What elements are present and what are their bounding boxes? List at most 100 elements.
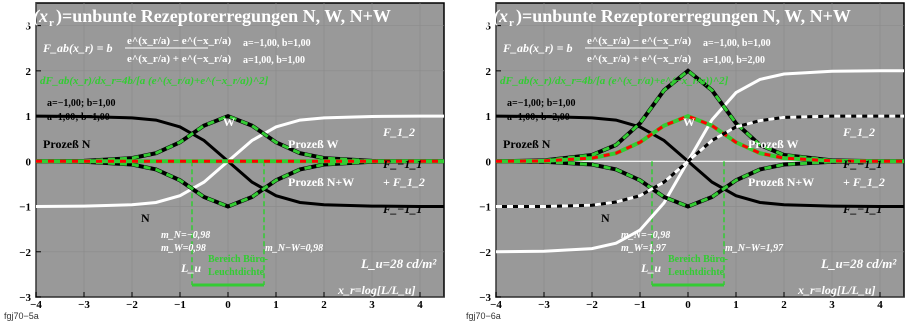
- x-axis-label: x_r=log[L/L_u]: [337, 283, 416, 297]
- title-subscript: ab: [480, 17, 492, 29]
- series-sum-nw-line: [496, 114, 904, 208]
- formula-numerator: e^(x_r/a) − e^(−x_r/a): [127, 35, 231, 47]
- label-m-w: m_W=0,98: [161, 243, 206, 254]
- y-tick-label: −1: [19, 202, 31, 214]
- x-tick-label: 1: [733, 299, 739, 310]
- title-arg: (x: [493, 6, 508, 27]
- chart-title: )=unbunte Rezeptorerregungen N, W, N+W: [516, 6, 851, 27]
- label-w: W: [683, 115, 695, 129]
- params-left-1: a=1,00; b=1,00: [47, 112, 110, 123]
- y-tick-label: −3: [479, 292, 491, 304]
- label-prozess-w: Prozeß W: [288, 137, 339, 151]
- label-leuchtdichte: Leuchtdichte: [668, 267, 725, 278]
- x-tick-label: −1: [174, 299, 186, 310]
- label-m-w: m_W=1,97: [621, 243, 667, 254]
- label-m-nw: m_N−W=1,97: [725, 243, 784, 254]
- label-f11-plus: + F_1_2: [843, 175, 885, 189]
- figure-id-right: fgj70−6a: [466, 311, 501, 321]
- params-left-0: a=−1,00; b=1,00: [47, 98, 116, 109]
- series-line-n: [495, 114, 904, 208]
- x-tick-label: 1: [273, 299, 279, 310]
- label-prozess-nw: Prozeß N+W: [288, 175, 354, 189]
- y-tick-label: 1: [26, 111, 32, 123]
- label-luminance: L_u=28 cd/m²: [360, 256, 437, 271]
- label-lu: L_u: [640, 261, 661, 275]
- y-tick-label: 0: [26, 156, 32, 168]
- formula-numerator: e^(x_r/a) − e^(−x_r/a): [587, 35, 691, 47]
- label-leuchtdichte: Leuchtdichte: [208, 267, 265, 278]
- label-f11: F_−1_1: [382, 157, 422, 171]
- x-tick-label: 3: [829, 299, 835, 310]
- y-tick-label: −2: [19, 247, 31, 259]
- label-f11-bottom: F_−1_1: [842, 202, 882, 216]
- label-f11-bottom: F_−1_1: [382, 202, 422, 216]
- series-derivative-line: [35, 114, 444, 163]
- params-left-0: a=−1,00; b=1,00: [507, 98, 576, 109]
- x-tick-label: 2: [781, 299, 787, 310]
- formula-denominator: e^(x_r/a) + e^(−x_r/a): [127, 53, 231, 65]
- title-arg-sub: r: [509, 17, 514, 29]
- x-tick-label: −4: [30, 299, 42, 310]
- y-tick-label: 1: [486, 111, 492, 123]
- series-line-w: [35, 114, 444, 208]
- label-n: N: [141, 211, 150, 225]
- x-tick-label: −3: [538, 299, 550, 310]
- label-lu: L_u: [180, 261, 201, 275]
- y-tick-label: 3: [486, 21, 492, 33]
- y-tick-label: 3: [26, 21, 32, 33]
- params-left-1: a=1,00; b=2,00: [507, 112, 570, 123]
- label-w: W: [223, 115, 235, 129]
- x-tick-label: 0: [685, 299, 691, 310]
- series-derivative-line: [35, 159, 444, 209]
- y-tick-label: −3: [19, 292, 31, 304]
- label-n: N: [601, 211, 610, 225]
- label-bereich: Bereich Büro-: [208, 254, 268, 265]
- y-tick-label: −2: [479, 247, 491, 259]
- label-prozess-nw: Prozeß N+W: [748, 175, 814, 189]
- y-tick-label: 2: [26, 66, 32, 78]
- title-symbol: F: [468, 6, 481, 26]
- label-f12: F_1_2: [382, 125, 415, 139]
- x-tick-label: 0: [225, 299, 231, 310]
- series-line-w: [495, 69, 904, 254]
- y-tick-label: 2: [486, 66, 492, 78]
- x-tick-label: −2: [586, 299, 598, 310]
- figure-id-left: fgj70−5a: [4, 311, 39, 321]
- params-top-1: a=1,00, b=2,00: [703, 55, 765, 66]
- title-symbol: F: [8, 6, 21, 26]
- x-tick-label: 4: [877, 299, 883, 310]
- y-tick-label: −1: [479, 202, 491, 214]
- label-bereich: Bereich Büro-: [668, 254, 728, 265]
- label-m-n: m_N=−0,98: [621, 230, 670, 241]
- x-tick-label: 3: [369, 299, 375, 310]
- title-arg-sub: r: [49, 17, 54, 29]
- series-derivative-line: [495, 159, 904, 209]
- derivative-label: dF_ab(x_r)/dx_r=4b/[a (e^(x_r/a)+e^(−x_r…: [40, 75, 269, 87]
- label-luminance: L_u=28 cd/m²: [820, 256, 897, 271]
- x-tick-label: 4: [417, 299, 423, 310]
- params-top-0: a=−1,00, b=1,00: [703, 38, 771, 49]
- label-m-n: m_N=−0,98: [161, 230, 210, 241]
- label-prozess-w: Prozeß W: [748, 137, 799, 151]
- label-prozess-n: Prozeß N: [43, 137, 91, 151]
- x-axis-label: x_r=log[L/L_u]: [797, 283, 876, 297]
- formula-denominator: e^(x_r/a) + e^(−x_r/a): [587, 53, 691, 65]
- params-top-0: a=−1,00, b=1,00: [243, 38, 311, 49]
- x-tick-label: −4: [490, 299, 502, 310]
- formula-lhs: F_ab(x_r) = b: [42, 41, 113, 55]
- x-tick-label: 2: [321, 299, 327, 310]
- title-arg: (x: [33, 6, 48, 27]
- series-line-n: [35, 114, 444, 208]
- label-f11: F_−1_1: [842, 157, 882, 171]
- x-tick-label: −3: [78, 299, 90, 310]
- title-subscript: ab: [20, 17, 32, 29]
- x-tick-label: −2: [126, 299, 138, 310]
- label-f11-plus: + F_1_2: [383, 175, 425, 189]
- label-prozess-n: Prozeß N: [503, 137, 551, 151]
- label-f12: F_1_2: [842, 125, 875, 139]
- series-sum-line: [495, 114, 904, 163]
